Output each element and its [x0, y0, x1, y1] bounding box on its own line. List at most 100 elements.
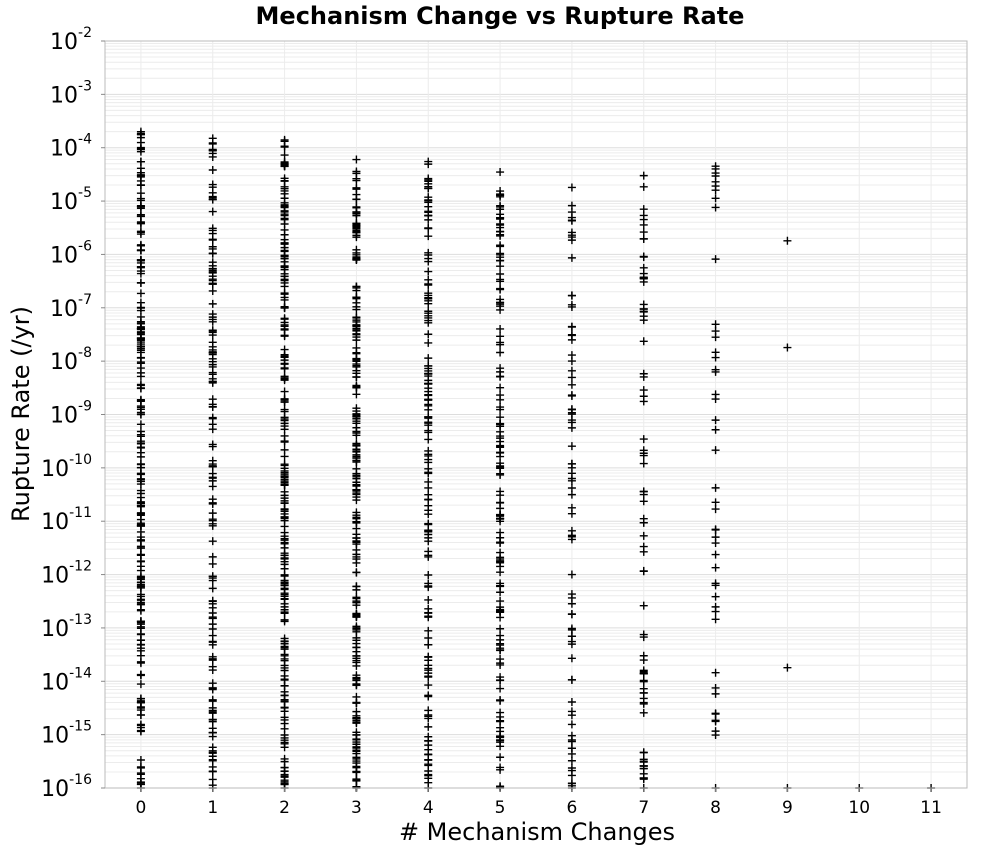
data-point	[208, 715, 217, 724]
data-point	[567, 228, 576, 237]
data-point	[352, 294, 361, 303]
data-point	[352, 568, 361, 577]
data-point	[639, 764, 648, 773]
data-point	[567, 570, 576, 579]
data-point	[496, 338, 505, 347]
data-point	[352, 776, 361, 785]
data-point	[424, 318, 433, 327]
data-point	[424, 435, 433, 444]
data-point	[280, 499, 289, 508]
data-point	[424, 450, 433, 459]
data-point	[567, 756, 576, 765]
data-point	[639, 337, 648, 346]
data-point	[352, 489, 361, 498]
data-point	[280, 608, 289, 617]
data-point	[136, 325, 145, 334]
data-point	[496, 733, 505, 742]
data-point	[352, 209, 361, 218]
data-point	[424, 379, 433, 388]
data-point	[208, 461, 217, 470]
data-point	[424, 364, 433, 373]
data-point	[711, 498, 720, 507]
data-point	[496, 613, 505, 622]
data-point	[208, 666, 217, 675]
data-point	[567, 476, 576, 485]
data-point	[136, 680, 145, 689]
data-point	[711, 177, 720, 186]
data-point	[208, 498, 217, 507]
data-point	[424, 608, 433, 617]
data-point	[136, 590, 145, 599]
data-point	[280, 177, 289, 186]
data-point	[496, 202, 505, 211]
x-tick-label: 7	[638, 798, 649, 818]
data-point	[352, 611, 361, 620]
data-point	[424, 510, 433, 519]
data-point	[280, 481, 289, 490]
data-point	[711, 592, 720, 601]
data-point	[208, 572, 217, 581]
data-points	[136, 127, 936, 792]
data-point	[352, 305, 361, 314]
data-point	[208, 326, 217, 335]
data-point	[639, 307, 648, 316]
data-point	[496, 403, 505, 412]
data-point	[639, 676, 648, 685]
data-point	[352, 423, 361, 432]
data-point	[208, 732, 217, 741]
data-point	[567, 509, 576, 518]
data-point	[567, 391, 576, 400]
data-point	[208, 342, 217, 351]
data-point	[496, 498, 505, 507]
data-point	[424, 469, 433, 478]
data-point	[567, 216, 576, 225]
data-point	[496, 763, 505, 772]
data-point	[496, 487, 505, 496]
data-point	[639, 601, 648, 610]
data-point	[711, 320, 720, 329]
y-tick-label: 10-15	[41, 719, 92, 749]
data-point	[496, 597, 505, 606]
data-point	[352, 511, 361, 520]
data-point	[496, 695, 505, 704]
data-point	[496, 227, 505, 236]
data-point	[711, 709, 720, 718]
data-point	[639, 386, 648, 395]
data-point	[639, 547, 648, 556]
data-point	[352, 738, 361, 747]
data-point	[208, 482, 217, 491]
data-point	[208, 775, 217, 784]
data-point	[352, 471, 361, 480]
data-point	[352, 768, 361, 777]
data-point	[352, 496, 361, 505]
grid-lines	[105, 41, 967, 789]
data-point	[567, 490, 576, 499]
data-point	[136, 721, 145, 730]
data-point	[280, 438, 289, 447]
x-tick-label: 9	[782, 798, 793, 818]
data-point	[711, 668, 720, 677]
data-point	[280, 595, 289, 604]
data-point	[280, 715, 289, 724]
data-point	[136, 335, 145, 344]
data-point	[567, 624, 576, 633]
data-point	[711, 505, 720, 514]
data-point	[567, 410, 576, 419]
data-point	[208, 224, 217, 233]
data-point	[424, 571, 433, 580]
data-point	[711, 395, 720, 404]
data-point	[352, 439, 361, 448]
data-point	[711, 169, 720, 178]
y-tick-label: 10-4	[50, 132, 92, 162]
data-point	[639, 666, 648, 675]
data-point	[639, 253, 648, 262]
data-point	[352, 219, 361, 228]
data-point	[783, 236, 792, 245]
data-point	[496, 284, 505, 293]
data-point	[280, 240, 289, 249]
data-point	[208, 469, 217, 478]
data-point	[352, 282, 361, 291]
data-point	[496, 324, 505, 333]
data-point	[424, 583, 433, 592]
data-point	[280, 472, 289, 481]
